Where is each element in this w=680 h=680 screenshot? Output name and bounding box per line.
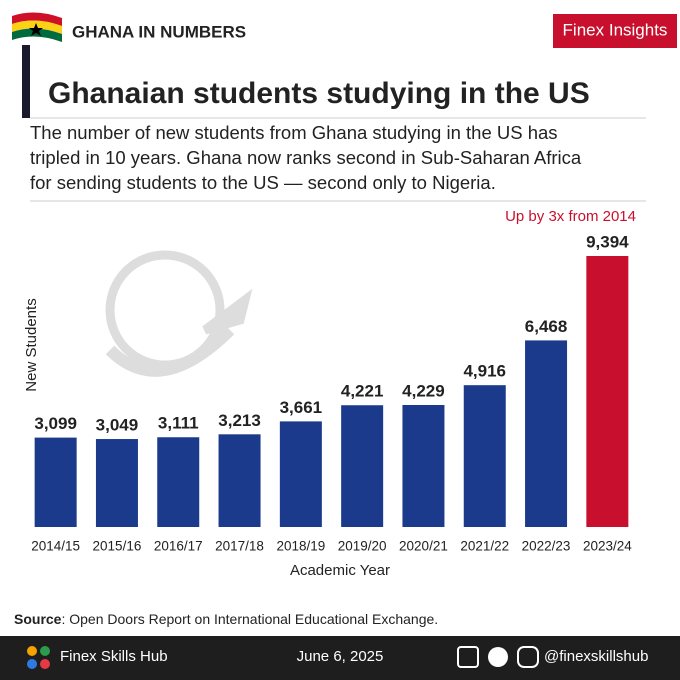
- x-tick-label: 2021/22: [460, 539, 509, 554]
- annotation: Up by 3x from 2014: [505, 208, 636, 225]
- source-text: : Open Doors Report on International Edu…: [61, 611, 438, 627]
- logo-icon: [27, 646, 50, 669]
- footer-date: June 6, 2025: [297, 648, 384, 665]
- badge-bg: [553, 14, 677, 48]
- x-tick-label: 2015/16: [93, 539, 142, 554]
- footer-name: Finex Skills Hub: [60, 648, 168, 665]
- x-tick-label: 2018/19: [276, 539, 325, 554]
- subtitle-line: The number of new students from Ghana st…: [30, 122, 558, 143]
- linkedin-icon[interactable]: [457, 646, 479, 668]
- value-label: 6,468: [525, 317, 568, 336]
- source: Source: Open Doors Report on Internation…: [14, 611, 438, 627]
- subtitle-line: for sending students to the US — second …: [30, 172, 496, 193]
- bar: [463, 385, 506, 527]
- source-label: Source: [14, 611, 62, 627]
- y-axis-label: New Students: [23, 298, 40, 391]
- bar: [586, 256, 629, 527]
- subtitle-line: tripled in 10 years. Ghana now ranks sec…: [30, 147, 582, 168]
- value-label: 3,099: [34, 414, 77, 433]
- value-label: 3,213: [218, 411, 261, 430]
- bar: [279, 421, 322, 527]
- x-tick-label: 2022/23: [522, 539, 571, 554]
- footer-handle: @finexskillshub: [544, 648, 648, 665]
- bar: [34, 437, 77, 527]
- flag-icon: [12, 12, 62, 42]
- globe-icon: [105, 250, 253, 377]
- value-label: 9,394: [586, 232, 629, 251]
- value-label: 3,111: [158, 414, 199, 433]
- bar: [402, 405, 445, 527]
- value-label: 4,229: [402, 381, 445, 400]
- x-tick-label: 2019/20: [338, 539, 387, 554]
- x-tick-label: 2020/21: [399, 539, 448, 554]
- value-label: 4,221: [341, 382, 384, 401]
- x-tick-label: 2016/17: [154, 539, 203, 554]
- brand: GHANA IN NUMBERS: [72, 22, 246, 41]
- value-label: 4,916: [463, 362, 506, 381]
- chart-title: Ghanaian students studying in the US: [48, 77, 590, 110]
- value-label: 3,661: [280, 398, 323, 417]
- value-label: 3,049: [96, 416, 139, 435]
- x-icon[interactable]: [488, 647, 508, 667]
- x-tick-label: 2014/15: [31, 539, 80, 554]
- badge: Finex Insights: [563, 20, 668, 39]
- footer-bg: [0, 636, 680, 680]
- bar: [341, 405, 384, 527]
- bar: [95, 439, 138, 527]
- bar: [157, 437, 200, 527]
- instagram-icon[interactable]: [517, 646, 539, 668]
- bar: [218, 434, 261, 527]
- x-tick-label: 2023/24: [583, 539, 632, 554]
- bar: [525, 340, 568, 527]
- x-axis-label: Academic Year: [290, 562, 390, 579]
- title-accent: [22, 45, 30, 118]
- x-tick-label: 2017/18: [215, 539, 264, 554]
